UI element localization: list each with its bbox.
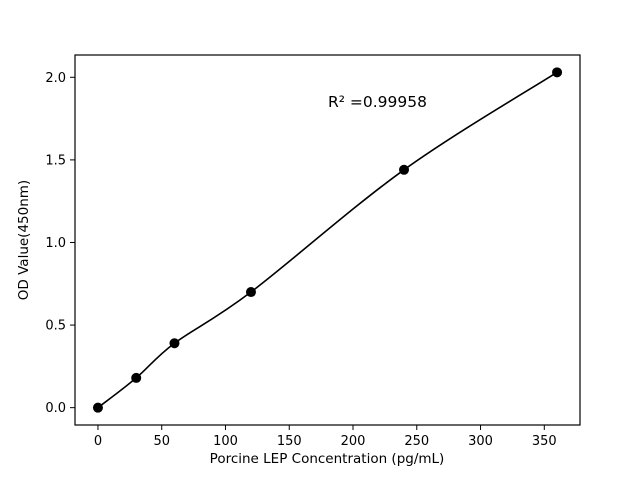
x-tick-label: 100 (213, 434, 238, 449)
fit-curve (97, 71, 558, 409)
x-tick-label: 200 (341, 434, 366, 449)
x-tick-label: 150 (277, 434, 302, 449)
y-tick-label: 1.5 (45, 153, 66, 168)
x-tick-label: 300 (468, 434, 493, 449)
x-tick-label: 50 (153, 434, 170, 449)
data-point (399, 164, 410, 175)
x-tick-label: 250 (404, 434, 429, 449)
generated-chart-layer: 0 50 100 150 200 250 300 350 0.0 0.5 1.0 1.5 2.0 (45, 67, 563, 449)
data-point (92, 402, 103, 413)
y-tick-label: 0.5 (45, 319, 66, 334)
r-squared-annotation: R² =0.99958 (328, 93, 427, 111)
y-tick-label: 1.0 (45, 236, 66, 251)
x-tick-label: 350 (532, 434, 557, 449)
x-tick-label: 0 (94, 434, 102, 449)
plot-border (74, 54, 581, 426)
x-axis-label: Porcine LEP Concentration (pg/mL) (210, 451, 445, 467)
y-tick-label: 0.0 (45, 401, 66, 416)
data-point (169, 338, 180, 349)
data-point (552, 67, 563, 78)
y-tick-label: 2.0 (45, 71, 66, 86)
data-point (131, 372, 142, 383)
y-axis-label: OD Value(450nm) (16, 180, 32, 300)
data-point (245, 287, 256, 298)
